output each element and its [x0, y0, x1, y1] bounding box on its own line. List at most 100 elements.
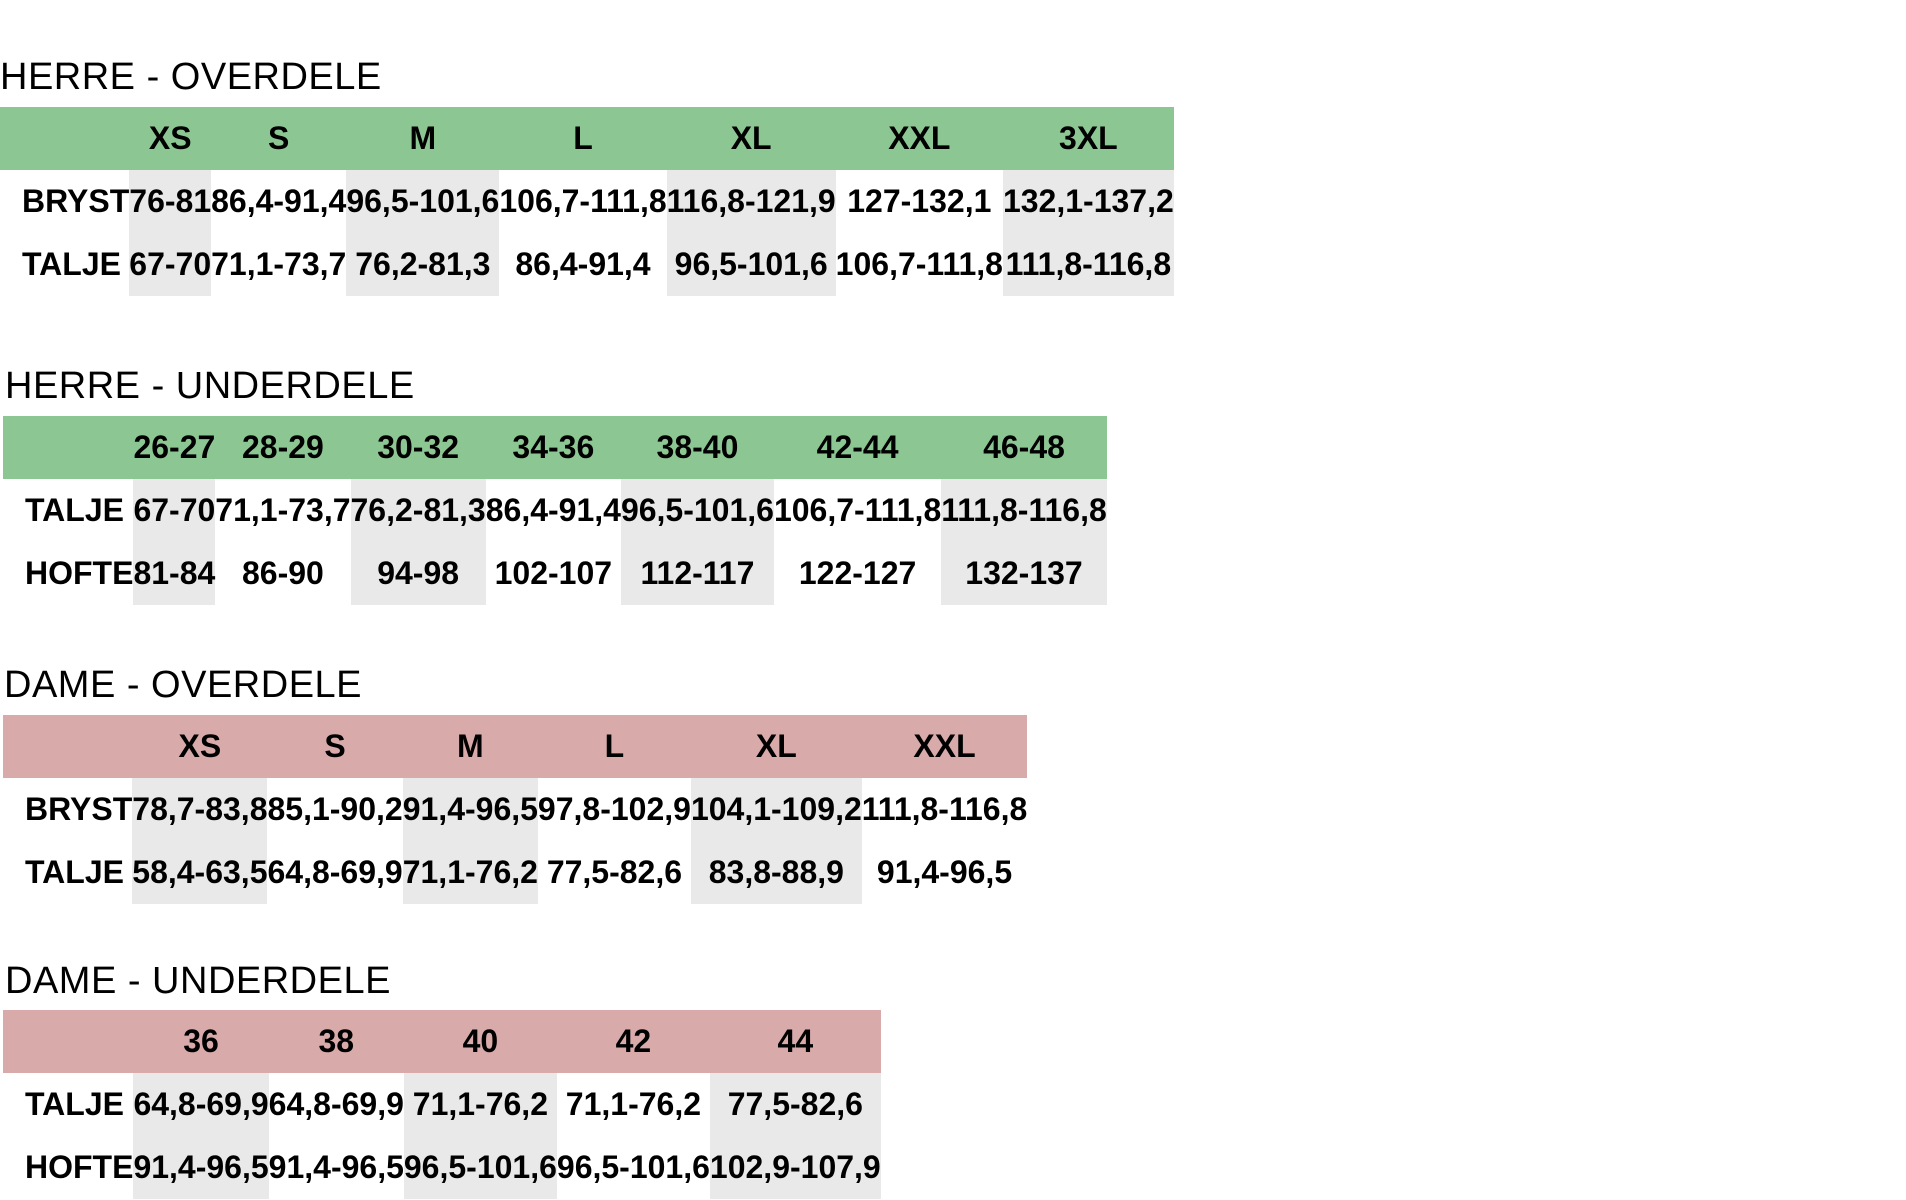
- row-label: TALJE: [25, 1086, 124, 1122]
- size-header-row: XS S M L XL XXL 3XL: [0, 107, 1174, 170]
- measurement-cell: 96,5-101,6: [346, 170, 500, 233]
- size-label: XS: [132, 715, 268, 778]
- measurement-cell: 132,1-137,2: [1002, 170, 1174, 233]
- measurement-cell: 71,1-76,2: [403, 1073, 557, 1136]
- measurement-cell: 86,4-91,4: [515, 246, 651, 282]
- measurement-cell: 71,1-76,2: [402, 841, 538, 904]
- section-title: HERRE - UNDERDELE: [5, 365, 415, 407]
- measurement-cell: 91,4-96,5: [876, 854, 1013, 890]
- measurement-cell: 77,5-82,6: [709, 1073, 881, 1136]
- measurement-cell: 77,5-82,6: [546, 854, 683, 890]
- measurement-cell: 106,7-111,8: [773, 492, 942, 528]
- size-table-herre-underdele: 26-27 28-29 30-32 34-36 38-40 42-44 46-4…: [3, 416, 1107, 605]
- row-label: TALJE: [25, 492, 124, 528]
- measurement-cell: 97,8-102,9: [537, 791, 691, 827]
- row-label: BRYST: [25, 791, 133, 827]
- header-corner-cell: [3, 416, 134, 479]
- size-header-row: 36 38 40 42 44: [3, 1010, 881, 1073]
- measurement-row-bryst: BRYST 76-81 86,4-91,4 96,5-101,6 106,7-1…: [0, 170, 1174, 233]
- size-label: 30-32: [350, 416, 486, 479]
- size-label: 26-27: [133, 416, 216, 479]
- size-header-row: 26-27 28-29 30-32 34-36 38-40 42-44 46-4…: [3, 416, 1107, 479]
- size-label: 42: [556, 1010, 710, 1073]
- size-table-dame-overdele: XS S M L XL XXL BRYST 78,7-83,8 85,1-90,…: [3, 715, 1028, 904]
- measurement-cell: 132-137: [941, 542, 1107, 605]
- measurement-row-hofte: HOFTE 91,4-96,5 91,4-96,5 96,5-101,6 96,…: [3, 1136, 881, 1199]
- size-label: M: [346, 107, 500, 170]
- measurement-cell: 71,1-73,7: [211, 246, 347, 282]
- measurement-cell: 91,4-96,5: [402, 778, 538, 841]
- row-label: TALJE: [25, 854, 124, 890]
- size-label: S: [211, 107, 347, 170]
- size-table-dame-underdele: 36 38 40 42 44 TALJE 64,8-69,9 64,8-69,9…: [3, 1010, 881, 1199]
- size-label: 3XL: [1002, 107, 1174, 170]
- size-label: 40: [403, 1010, 557, 1073]
- measurement-cell: 58,4-63,5: [132, 841, 268, 904]
- row-label: TALJE: [22, 246, 121, 282]
- measurement-cell: 102,9-107,9: [709, 1136, 881, 1199]
- section-title: HERRE - OVERDELE: [0, 56, 382, 98]
- size-label: XXL: [861, 715, 1028, 778]
- size-label: L: [499, 107, 667, 170]
- row-label: HOFTE: [25, 555, 134, 591]
- measurement-cell: 106,7-111,8: [835, 246, 1003, 282]
- size-label: 36: [133, 1010, 269, 1073]
- measurement-row-bryst: BRYST 78,7-83,8 85,1-90,2 91,4-96,5 97,8…: [3, 778, 1027, 841]
- measurement-cell: 112-117: [620, 542, 774, 605]
- measurement-row-talje: TALJE 67-70 71,1-73,7 76,2-81,3 86,4-91,…: [3, 479, 1107, 542]
- measurement-cell: 76,2-81,3: [350, 479, 486, 542]
- measurement-row-hofte: HOFTE 81-84 86-90 94-98 102-107 112-117 …: [3, 542, 1107, 605]
- measurement-cell: 64,8-69,9: [268, 1086, 404, 1122]
- measurement-cell: 86-90: [241, 555, 324, 591]
- size-label: 46-48: [941, 416, 1107, 479]
- measurement-row-talje: TALJE 58,4-63,5 64,8-69,9 71,1-76,2 77,5…: [3, 841, 1027, 904]
- measurement-cell: 64,8-69,9: [133, 1073, 269, 1136]
- measurement-cell: 91,4-96,5: [268, 1149, 404, 1185]
- measurement-cell: 91,4-96,5: [133, 1136, 269, 1199]
- size-label: L: [537, 715, 691, 778]
- measurement-cell: 96,5-101,6: [620, 479, 774, 542]
- measurement-cell: 111,8-116,8: [941, 479, 1107, 542]
- measurement-cell: 85,1-90,2: [267, 791, 403, 827]
- measurement-cell: 86,4-91,4: [211, 183, 347, 219]
- measurement-row-talje: TALJE 64,8-69,9 64,8-69,9 71,1-76,2 71,1…: [3, 1073, 881, 1136]
- measurement-cell: 96,5-101,6: [556, 1149, 710, 1185]
- measurement-cell: 76-81: [129, 170, 212, 233]
- measurement-cell: 122-127: [798, 555, 917, 591]
- header-corner-cell: [3, 1010, 134, 1073]
- row-label: BRYST: [22, 183, 130, 219]
- section-title: DAME - OVERDELE: [4, 664, 363, 706]
- measurement-cell: 102-107: [494, 555, 613, 591]
- measurement-cell: 67-70: [129, 233, 212, 296]
- measurement-cell: 111,8-116,8: [861, 791, 1028, 827]
- size-label: 38-40: [620, 416, 774, 479]
- row-label: HOFTE: [25, 1149, 134, 1185]
- header-corner-cell: [0, 107, 130, 170]
- size-header-row: XS S M L XL XXL: [3, 715, 1028, 778]
- measurement-cell: 81-84: [133, 542, 216, 605]
- measurement-cell: 94-98: [350, 542, 486, 605]
- size-label: 28-29: [215, 416, 351, 479]
- header-corner-cell: [3, 715, 133, 778]
- size-label: M: [402, 715, 538, 778]
- measurement-cell: 67-70: [133, 479, 216, 542]
- size-label: 42-44: [773, 416, 942, 479]
- measurement-cell: 116,8-121,9: [666, 170, 836, 233]
- measurement-cell: 111,8-116,8: [1002, 233, 1174, 296]
- measurement-cell: 78,7-83,8: [132, 778, 268, 841]
- size-label: XS: [129, 107, 212, 170]
- measurement-cell: 96,5-101,6: [403, 1136, 557, 1199]
- section-title: DAME - UNDERDELE: [5, 960, 391, 1002]
- size-label: XXL: [835, 107, 1003, 170]
- measurement-cell: 106,7-111,8: [499, 183, 667, 219]
- measurement-cell: 83,8-88,9: [690, 841, 862, 904]
- measurement-cell: 71,1-73,7: [215, 492, 351, 528]
- measurement-cell: 71,1-76,2: [565, 1086, 701, 1122]
- size-label: XL: [690, 715, 862, 778]
- measurement-cell: 64,8-69,9: [267, 854, 403, 890]
- measurement-cell: 96,5-101,6: [666, 233, 836, 296]
- size-table-herre-overdele: XS S M L XL XXL 3XL BRYST 76-81 86,4-91,…: [0, 107, 1174, 296]
- measurement-cell: 86,4-91,4: [485, 492, 621, 528]
- size-label: XL: [666, 107, 836, 170]
- size-label: 44: [709, 1010, 881, 1073]
